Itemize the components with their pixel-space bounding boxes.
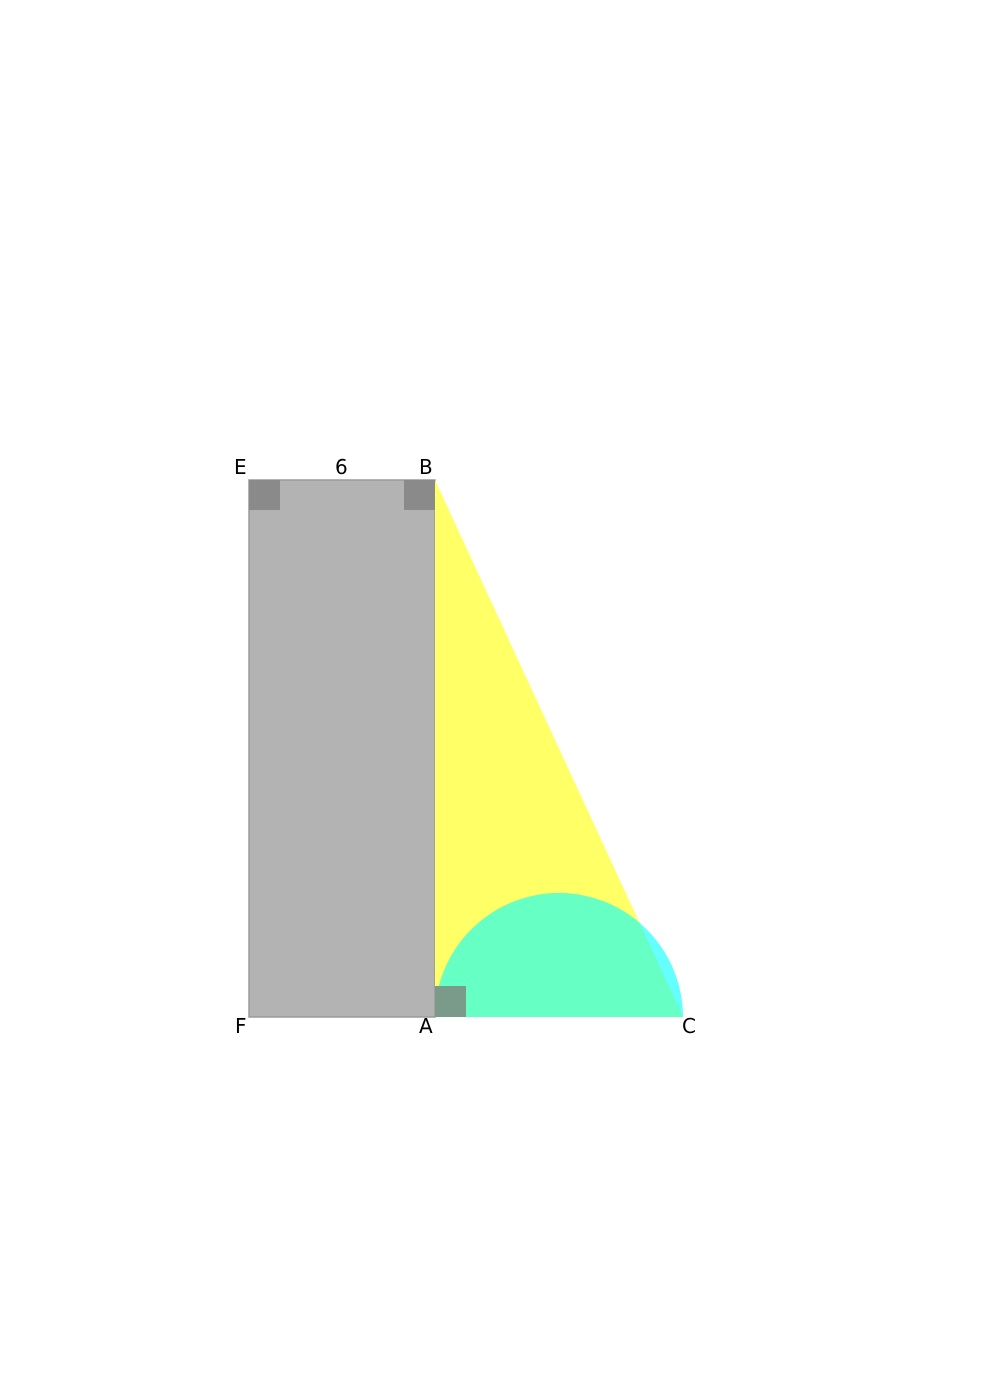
point-label-e: E	[234, 455, 247, 479]
point-label-c: C	[682, 1014, 696, 1038]
right-angle-marker-b	[404, 480, 435, 510]
semicircle-triangle-overlap	[435, 893, 683, 1017]
right-angle-marker-e	[249, 480, 280, 510]
rectangle-ebaf	[248, 479, 436, 1018]
right-angle-marker-a	[435, 986, 466, 1017]
triangle-bac	[435, 480, 683, 1017]
point-label-f: F	[235, 1014, 247, 1038]
point-label-a: A	[419, 1014, 433, 1038]
side-length-label-eb: 6	[335, 455, 348, 479]
point-label-b: B	[419, 455, 433, 479]
